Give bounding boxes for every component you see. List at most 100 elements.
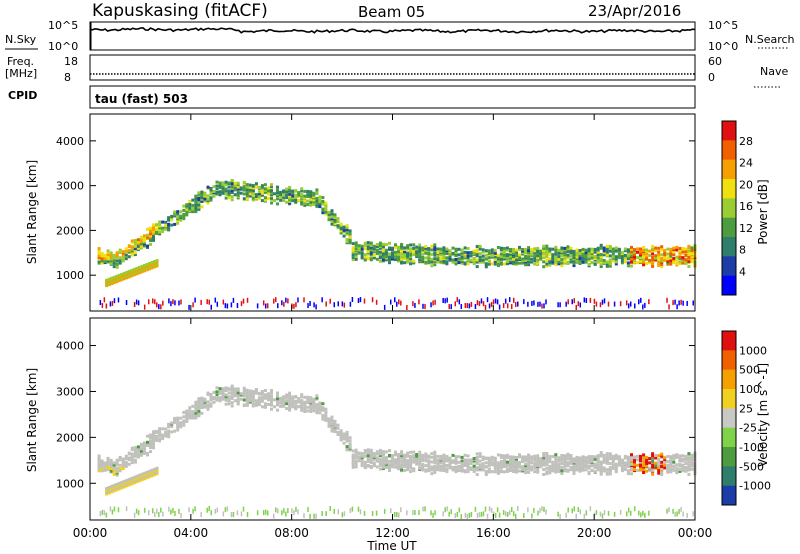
power-cell — [418, 246, 422, 250]
power-cell — [651, 258, 655, 262]
power-cell — [509, 259, 512, 263]
power-clutter — [648, 299, 650, 305]
power-clutter — [398, 299, 400, 305]
power-cell — [669, 247, 673, 251]
power-clutter — [557, 302, 559, 308]
velocity-cell — [363, 460, 367, 464]
velocity-cell — [403, 463, 407, 467]
velocity-cell — [542, 456, 546, 460]
power-cell — [124, 253, 128, 257]
power-cell — [121, 253, 125, 257]
velocity-cell — [197, 414, 201, 418]
power-cell — [433, 246, 437, 249]
velocity-cell — [496, 463, 500, 467]
velocity-cell — [539, 463, 543, 467]
velocity-clutter — [293, 510, 295, 516]
power-cell — [215, 192, 219, 196]
velocity-cell — [133, 452, 137, 456]
power-cell — [623, 260, 627, 264]
velocity-cell — [260, 399, 264, 403]
velocity-cell — [167, 429, 171, 433]
power-cell — [524, 259, 528, 263]
velocity-clutter — [625, 511, 628, 517]
power-clutter — [460, 304, 463, 310]
velocity-cell — [122, 479, 126, 483]
power-cell — [666, 247, 670, 251]
power-cell — [230, 189, 234, 193]
velocity-cell — [120, 480, 124, 484]
power-cell — [303, 203, 307, 207]
velocity-clutter — [303, 513, 305, 519]
power-cell — [224, 192, 228, 196]
velocity-cell — [351, 461, 355, 464]
power-cell — [499, 252, 503, 256]
power-cell — [614, 260, 618, 264]
power-cell — [139, 246, 143, 250]
velocity-cell — [125, 484, 129, 488]
power-cell — [478, 258, 482, 262]
power-cell — [303, 194, 307, 198]
power-cell — [254, 195, 258, 198]
velocity-cell — [669, 464, 673, 468]
velocity-cell — [122, 485, 126, 489]
velocity-cell — [345, 445, 349, 449]
velocity-cell — [515, 470, 518, 474]
velocity-cell — [97, 461, 101, 465]
velocity-clutter — [498, 512, 501, 518]
power-cell — [363, 241, 367, 245]
power-cell — [245, 194, 249, 198]
velocity-clutter — [444, 507, 446, 513]
power-cell — [666, 259, 670, 263]
velocity-cell — [360, 454, 364, 458]
power-cell — [251, 192, 255, 196]
power-cell — [112, 259, 116, 263]
velocity-cell — [605, 452, 609, 456]
velocity-cell — [300, 404, 304, 408]
power-clutter — [147, 299, 150, 305]
power-cell — [152, 228, 155, 232]
velocity-clutter — [545, 509, 547, 515]
velocity-cell — [648, 468, 652, 472]
power-clutter — [601, 299, 604, 305]
velocity-cell — [254, 388, 258, 391]
velocity-clutter — [430, 510, 432, 516]
power-cell — [403, 261, 407, 265]
velocity-cell — [242, 392, 246, 395]
power-cell — [530, 257, 534, 261]
velocity-cell — [554, 470, 558, 474]
power-cell — [360, 244, 364, 248]
power-cell — [660, 259, 664, 263]
velocity-cell — [596, 460, 600, 464]
velocity-cell — [678, 459, 682, 462]
velocity-cell — [509, 467, 512, 471]
velocity-cell — [212, 400, 216, 404]
power-cell — [427, 251, 431, 255]
power-cell — [584, 257, 588, 261]
power-cell — [288, 185, 292, 189]
velocity-cell — [548, 460, 552, 464]
power-cell — [97, 261, 101, 265]
velocity-cell — [654, 461, 658, 465]
velocity-clutter — [537, 510, 539, 516]
power-cell — [230, 185, 234, 189]
velocity-clutter — [297, 509, 299, 515]
power-cell — [527, 246, 531, 250]
velocity-cell — [294, 401, 298, 405]
velocity-cell — [397, 465, 400, 469]
power-cell — [176, 221, 180, 225]
power-cell — [209, 187, 213, 190]
velocity-clutter — [539, 507, 541, 513]
velocity-cell — [140, 472, 144, 476]
power-cell — [118, 248, 122, 252]
velocity-clutter — [375, 510, 378, 516]
velocity-cell — [666, 467, 670, 471]
velocity-cell — [336, 423, 340, 427]
power-cell — [557, 248, 561, 252]
velocity-cell — [366, 457, 370, 461]
power-cell — [291, 194, 295, 198]
velocity-cell — [233, 387, 237, 391]
velocity-cell — [315, 405, 319, 409]
velocity-cell — [112, 489, 116, 493]
power-cell — [306, 195, 310, 198]
power-cell — [330, 212, 334, 216]
